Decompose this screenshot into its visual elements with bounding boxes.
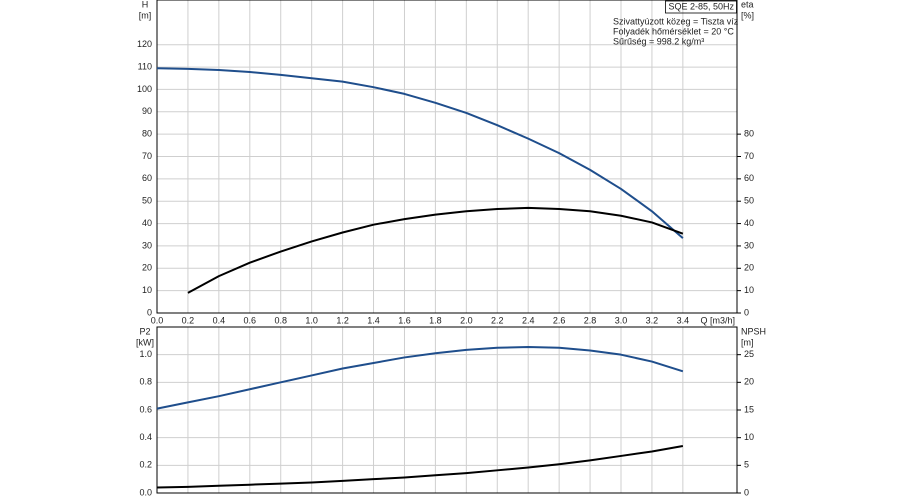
- y2-tick-label: 10: [744, 285, 754, 295]
- y2-axis-unit: [%]: [741, 10, 754, 20]
- y2-tick-label: 10: [744, 432, 754, 442]
- y-tick-label: 10: [142, 285, 152, 295]
- x-tick-label: 3.4: [677, 315, 690, 325]
- y-axis-label: H: [142, 0, 149, 9]
- y-tick-label: 0.4: [139, 432, 152, 442]
- y-axis-unit: [kW]: [136, 337, 154, 347]
- x-tick-label: 0.6: [244, 315, 257, 325]
- y-tick-label: 70: [142, 151, 152, 161]
- x-tick-label: 2.0: [460, 315, 473, 325]
- x-tick-label: 3.0: [615, 315, 628, 325]
- y2-tick-label: 25: [744, 349, 754, 359]
- y2-tick-label: 20: [744, 377, 754, 387]
- y-tick-label: 110: [138, 61, 152, 71]
- y-tick-label: 90: [142, 106, 152, 116]
- y-tick-label: 60: [142, 173, 152, 183]
- x-tick-label: 1.0: [305, 315, 318, 325]
- x-tick-label: 2.6: [553, 315, 566, 325]
- y2-axis-label: NPSH: [741, 326, 766, 336]
- y2-tick-label: 5: [744, 460, 749, 470]
- y-tick-label: 80: [142, 129, 152, 139]
- x-tick-label: 0.0: [151, 315, 164, 325]
- x-tick-label: 1.6: [398, 315, 411, 325]
- y-tick-label: 20: [142, 263, 152, 273]
- curve: [156, 67, 684, 239]
- y2-tick-label: 70: [744, 151, 754, 161]
- y-tick-label: 0.6: [139, 404, 152, 414]
- x-tick-label: 2.2: [491, 315, 504, 325]
- y2-tick-label: 30: [744, 240, 754, 250]
- x-tick-label: 1.4: [367, 315, 380, 325]
- plot-frame: [156, 0, 738, 314]
- x-tick-label: 0.2: [182, 315, 195, 325]
- y-tick-label: 0.2: [139, 460, 152, 470]
- x-axis-label: Q [m3/h]: [700, 315, 735, 325]
- y2-tick-label: 0: [744, 307, 749, 317]
- x-tick-label: 3.2: [646, 315, 659, 325]
- annotation: Folyadék hőmérséklet = 20 °C: [613, 26, 734, 36]
- y-tick-label: 40: [142, 218, 152, 228]
- y-tick-label: 0: [147, 307, 152, 317]
- x-tick-label: 1.2: [336, 315, 349, 325]
- y2-tick-label: 20: [744, 263, 754, 273]
- x-tick-label: 2.4: [522, 315, 535, 325]
- y-tick-label: 30: [142, 240, 152, 250]
- y-tick-label: 50: [142, 196, 152, 206]
- x-tick-label: 1.8: [429, 315, 442, 325]
- title-box: [665, 0, 737, 14]
- x-tick-label: 0.8: [274, 315, 287, 325]
- y2-axis-label: eta: [741, 0, 754, 9]
- curve: [156, 444, 684, 489]
- y2-tick-label: 50: [744, 196, 754, 206]
- y2-tick-label: 80: [744, 129, 754, 139]
- y-axis-unit: [m]: [139, 10, 152, 20]
- curve: [187, 206, 684, 294]
- y2-tick-label: 40: [744, 218, 754, 228]
- y-tick-label: 0.8: [139, 377, 152, 387]
- y2-axis-unit: [m]: [741, 337, 754, 347]
- annotation: Szivattyúzott közeg = Tiszta víz: [613, 16, 739, 26]
- chart-title: SQE 2-85, 50Hz: [668, 1, 734, 11]
- plot-frame: [156, 326, 738, 494]
- x-tick-label: 0.4: [213, 315, 226, 325]
- y2-tick-label: 0: [744, 487, 749, 497]
- y2-tick-label: 15: [744, 404, 754, 414]
- curve: [156, 346, 684, 410]
- y-tick-label: 0.0: [139, 487, 152, 497]
- y-axis-label: P2: [139, 326, 150, 336]
- x-tick-label: 2.8: [584, 315, 597, 325]
- y-tick-label: 1.0: [139, 349, 152, 359]
- y-tick-label: 120: [137, 39, 152, 49]
- y-tick-label: 100: [137, 84, 152, 94]
- annotation: Sűrűség = 998.2 kg/m³: [613, 36, 704, 46]
- y2-tick-label: 60: [744, 173, 754, 183]
